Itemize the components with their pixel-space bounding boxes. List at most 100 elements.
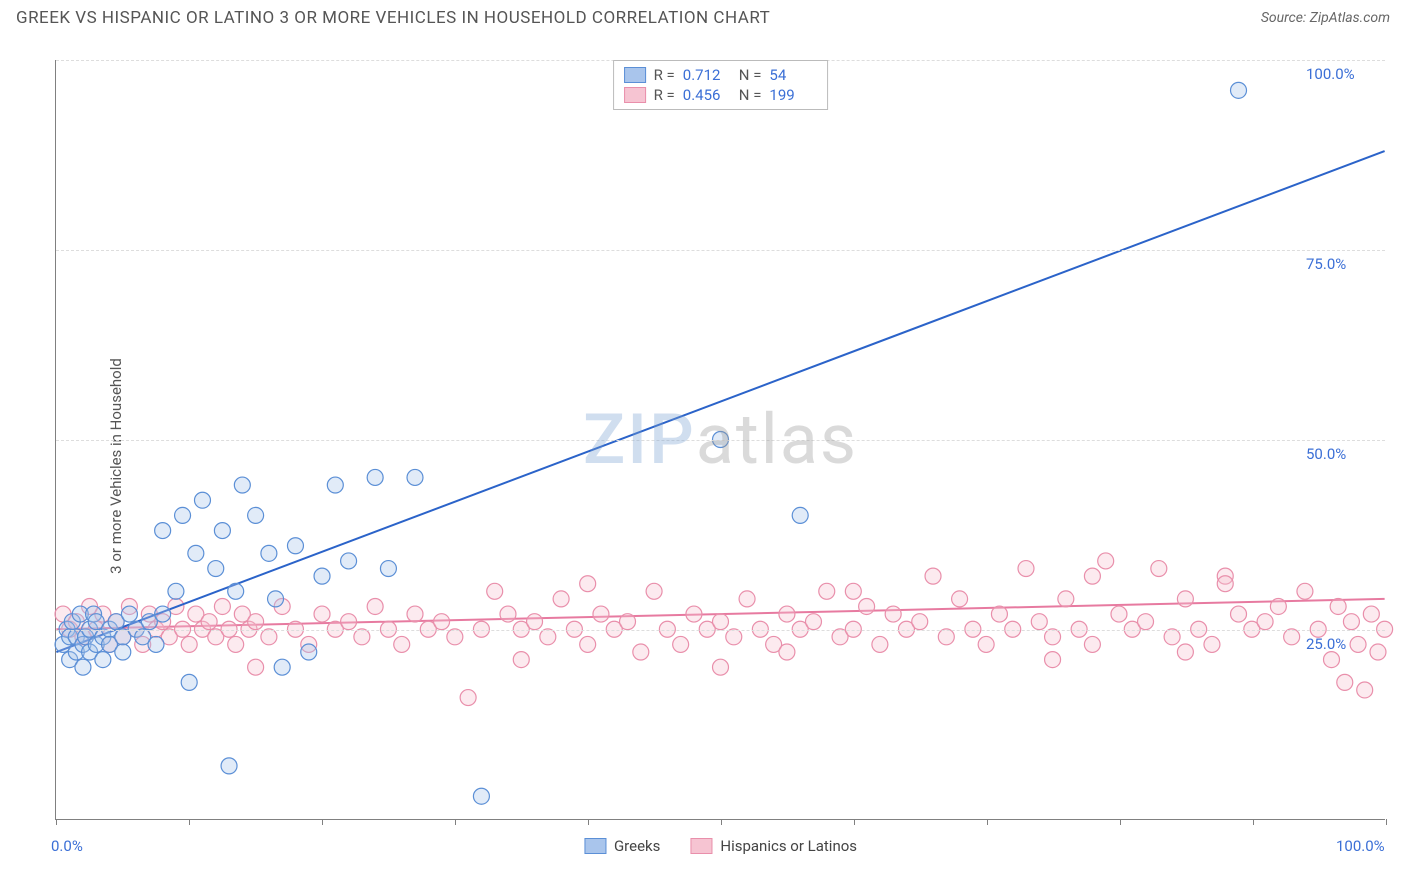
hispanics-point xyxy=(1098,553,1114,569)
plot-area: ZIPatlas R =0.712N =54R =0.456N =199 Gre… xyxy=(55,60,1385,820)
hispanics-point xyxy=(1363,606,1379,622)
greeks-point xyxy=(168,583,184,599)
x-tick-mark xyxy=(1253,819,1254,825)
hispanics-point xyxy=(1343,614,1359,630)
greeks-point xyxy=(155,606,171,622)
hispanics-point xyxy=(1058,591,1074,607)
hispanics-point xyxy=(1151,561,1167,577)
x-tick-label: 100.0% xyxy=(1336,837,1385,855)
x-tick-mark xyxy=(189,819,190,825)
hispanics-point xyxy=(394,636,410,652)
hispanics-point xyxy=(633,644,649,660)
greeks-point xyxy=(261,545,277,561)
hispanics-point xyxy=(1297,583,1313,599)
greeks-point xyxy=(208,561,224,577)
legend-r-value: 0.456 xyxy=(683,86,731,104)
legend-series-label: Greeks xyxy=(614,837,660,855)
hispanics-point xyxy=(845,583,861,599)
hispanics-point xyxy=(261,629,277,645)
legend-series-item: Greeks xyxy=(584,837,660,855)
hispanics-point xyxy=(1164,629,1180,645)
x-tick-mark xyxy=(455,819,456,825)
chart-source: Source: ZipAtlas.com xyxy=(1261,10,1390,26)
legend-swatch xyxy=(624,67,646,83)
legend-r-label: R = xyxy=(654,66,675,84)
legend-swatch xyxy=(584,838,606,854)
hispanics-point xyxy=(620,614,636,630)
y-tick-label: 100.0% xyxy=(1306,65,1355,83)
hispanics-point xyxy=(354,629,370,645)
hispanics-point xyxy=(447,629,463,645)
greeks-point xyxy=(341,553,357,569)
x-tick-mark xyxy=(987,819,988,825)
source-name: ZipAtlas.com xyxy=(1310,10,1390,26)
legend-n-value: 199 xyxy=(769,86,817,104)
greeks-point xyxy=(792,507,808,523)
hispanics-point xyxy=(460,690,476,706)
hispanics-point xyxy=(248,614,264,630)
hispanics-point xyxy=(214,598,230,614)
hispanics-point xyxy=(1111,606,1127,622)
greeks-point xyxy=(181,674,197,690)
hispanics-point xyxy=(819,583,835,599)
greeks-trendline xyxy=(56,151,1384,652)
hispanics-point xyxy=(513,652,529,668)
x-tick-label: 0.0% xyxy=(51,837,83,855)
greeks-point xyxy=(228,583,244,599)
greeks-point xyxy=(274,659,290,675)
greeks-point xyxy=(367,469,383,485)
y-tick-label: 25.0% xyxy=(1306,635,1346,653)
hispanics-point xyxy=(739,591,755,607)
hispanics-point xyxy=(872,636,888,652)
legend-stats-row: R =0.712N =54 xyxy=(624,65,818,85)
greeks-point xyxy=(221,758,237,774)
x-tick-mark xyxy=(588,819,589,825)
hispanics-point xyxy=(367,598,383,614)
hispanics-point xyxy=(673,636,689,652)
hispanics-point xyxy=(779,644,795,660)
chart-title: GREEK VS HISPANIC OR LATINO 3 OR MORE VE… xyxy=(16,8,770,28)
gridline xyxy=(56,440,1385,441)
greeks-point xyxy=(115,644,131,660)
hispanics-point xyxy=(248,659,264,675)
hispanics-point xyxy=(1045,652,1061,668)
hispanics-point xyxy=(779,606,795,622)
hispanics-point xyxy=(713,614,729,630)
hispanics-point xyxy=(540,629,556,645)
greeks-point xyxy=(473,788,489,804)
legend-n-value: 54 xyxy=(769,66,817,84)
greeks-point xyxy=(380,561,396,577)
greeks-point xyxy=(95,652,111,668)
hispanics-point xyxy=(1204,636,1220,652)
greeks-point xyxy=(214,523,230,539)
hispanics-point xyxy=(1045,629,1061,645)
hispanics-point xyxy=(859,598,875,614)
hispanics-point xyxy=(952,591,968,607)
greeks-point xyxy=(287,538,303,554)
hispanics-point xyxy=(1257,614,1273,630)
hispanics-point xyxy=(1084,568,1100,584)
hispanics-point xyxy=(1177,644,1193,660)
greeks-point xyxy=(234,477,250,493)
hispanics-point xyxy=(1138,614,1154,630)
hispanics-point xyxy=(1084,636,1100,652)
hispanics-point xyxy=(686,606,702,622)
x-tick-mark xyxy=(322,819,323,825)
chart-container: 3 or more Vehicles in Household ZIPatlas… xyxy=(0,40,1406,892)
hispanics-point xyxy=(1018,561,1034,577)
hispanics-point xyxy=(201,614,217,630)
legend-series-item: Hispanics or Latinos xyxy=(690,837,857,855)
x-tick-mark xyxy=(56,819,57,825)
hispanics-point xyxy=(407,606,423,622)
gridline xyxy=(56,630,1385,631)
hispanics-point xyxy=(314,606,330,622)
greeks-point xyxy=(175,507,191,523)
greeks-point xyxy=(301,644,317,660)
legend-n-label: N = xyxy=(739,86,762,104)
greeks-point xyxy=(268,591,284,607)
hispanics-point xyxy=(553,591,569,607)
greeks-point xyxy=(155,523,171,539)
greeks-point xyxy=(1231,82,1247,98)
hispanics-point xyxy=(1284,629,1300,645)
greeks-point xyxy=(248,507,264,523)
